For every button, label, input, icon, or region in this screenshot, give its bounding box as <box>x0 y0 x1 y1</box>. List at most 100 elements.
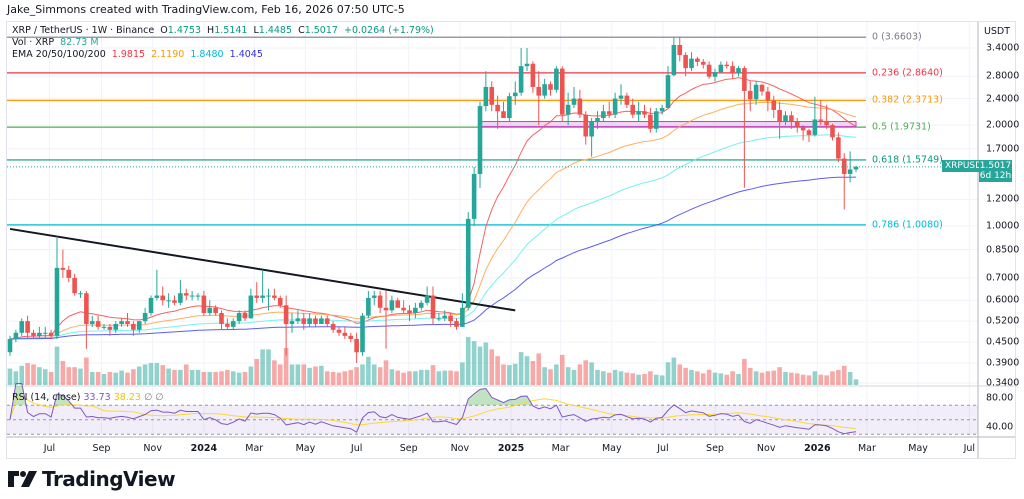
volume-bar <box>577 364 583 385</box>
candle-body <box>160 295 166 301</box>
candle <box>542 78 547 99</box>
candle-body <box>101 326 107 328</box>
time-tick-label: Sep <box>706 443 724 454</box>
time-tick-label: Sep <box>399 443 418 454</box>
candle-body <box>324 318 330 324</box>
volume-label[interactable]: Vol · XRP <box>12 37 55 48</box>
candle-body <box>683 54 688 69</box>
symbol-title[interactable]: XRP / TetherUS · 1W · Binance <box>12 25 155 36</box>
candle <box>712 68 718 82</box>
time-tick-label: May <box>601 443 622 454</box>
volume-bar <box>789 372 794 385</box>
rsi-label[interactable]: RSI (14, close) <box>12 392 81 403</box>
fib-level-label: 0.786 (1.0080) <box>872 219 943 231</box>
candle <box>31 329 36 339</box>
candle <box>483 71 489 112</box>
candle-body <box>783 115 788 122</box>
candle-body <box>195 295 201 297</box>
volume-bar <box>183 364 189 385</box>
volume-bar <box>248 366 254 385</box>
candle <box>783 111 788 126</box>
candle <box>630 98 636 119</box>
volume-bar <box>606 372 612 385</box>
volume-legend: Vol · XRP 82.73 M <box>12 37 102 48</box>
candle <box>371 290 377 306</box>
volume-bar <box>418 369 424 385</box>
candle-body <box>742 68 747 91</box>
volume-bar <box>765 371 771 385</box>
candle-body <box>507 96 512 119</box>
candle <box>736 66 741 77</box>
volume-bar <box>618 371 624 385</box>
candle-body <box>336 329 342 333</box>
candle-body <box>648 114 653 129</box>
volume-bar <box>307 367 312 385</box>
ema-legend: EMA 20/50/100/200 1.9815 2.1190 1.8480 1… <box>12 49 266 60</box>
candle <box>201 290 207 316</box>
candle <box>78 290 83 298</box>
candle-body <box>771 100 777 110</box>
candle <box>818 99 824 126</box>
volume-bar <box>477 346 483 385</box>
time-tick-label: 2025 <box>497 443 525 454</box>
bar-countdown: 6d 12h <box>979 170 1012 181</box>
candle <box>636 101 641 122</box>
candle-body <box>418 302 424 308</box>
candle-body <box>401 307 406 311</box>
candle <box>418 300 424 311</box>
candle <box>136 321 142 333</box>
volume-bar <box>330 371 336 385</box>
candle <box>248 288 254 319</box>
volume-bar <box>366 356 371 385</box>
current-price: 1.5017 <box>979 160 1012 171</box>
volume-bar <box>160 365 166 385</box>
candle <box>366 290 371 319</box>
volume-bar <box>72 367 77 385</box>
candle-body <box>765 91 771 101</box>
volume-bar <box>236 372 242 385</box>
candle <box>841 153 847 210</box>
candle <box>695 56 700 67</box>
volume-bar <box>718 373 724 385</box>
volume-bar <box>430 365 436 385</box>
volume-bar <box>448 370 453 385</box>
candle <box>501 101 506 119</box>
time-tick-label: Nov <box>143 443 162 454</box>
candle <box>430 286 436 324</box>
candle-body <box>806 130 812 135</box>
volume-bar <box>54 346 60 385</box>
volume-value: 82.73 M <box>60 37 99 48</box>
candle <box>37 326 42 339</box>
volume-bar <box>683 367 688 385</box>
tradingview-logo[interactable]: TradingView <box>8 467 176 491</box>
price-tick-label: 2.4000 <box>986 93 1020 105</box>
volume-bar <box>142 364 148 385</box>
ema-label[interactable]: EMA 20/50/100/200 <box>12 49 106 60</box>
candle <box>460 293 465 327</box>
price-tick-label: 0.3400 <box>986 377 1020 389</box>
candle-body <box>89 321 95 324</box>
candle <box>172 295 177 306</box>
candle-body <box>219 312 224 324</box>
volume-bar <box>624 372 630 385</box>
volume-bar <box>736 374 741 385</box>
candle-body <box>295 318 301 322</box>
candle <box>336 326 342 336</box>
candle-body <box>665 75 671 109</box>
candle <box>260 269 265 303</box>
volume-bar <box>354 367 359 385</box>
volume-bar <box>800 374 806 385</box>
candle <box>777 101 782 139</box>
volume-bar <box>113 372 119 385</box>
candle <box>624 92 630 109</box>
price-tick-label: 1.0000 <box>986 220 1020 232</box>
candle <box>524 47 530 72</box>
price-axis-unit[interactable]: USDT <box>982 24 1012 40</box>
symbol-legend: XRP / TetherUS · 1W · Binance O1.4753 H1… <box>12 25 437 36</box>
candle <box>289 312 295 333</box>
candle <box>495 95 500 129</box>
candle <box>465 212 471 311</box>
candle <box>765 86 771 112</box>
volume-bar <box>154 363 160 385</box>
